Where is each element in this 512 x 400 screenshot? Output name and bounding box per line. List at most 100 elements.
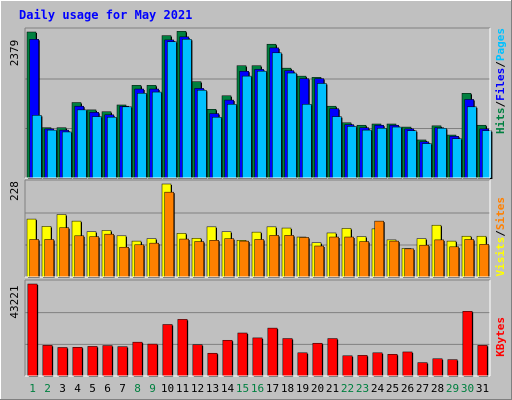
bar-sites-27 [419, 244, 429, 278]
y-max-label-kbytes: 43221 [8, 285, 21, 318]
kbytes-panel [24, 279, 491, 377]
bar-kbytes-8 [132, 341, 143, 377]
bar-kbytes-19 [297, 352, 308, 377]
bar-pages-10 [167, 41, 177, 179]
bar-kbytes-23 [357, 355, 368, 377]
x-tick-label-1: 1 [29, 382, 36, 395]
x-tick-label-16: 16 [251, 382, 264, 395]
bar-pages-27 [422, 143, 432, 179]
bar-pages-16 [257, 70, 267, 179]
x-tick-label-3: 3 [59, 382, 66, 395]
x-tick-label-12: 12 [191, 382, 204, 395]
legend-hits: Hits [494, 108, 507, 135]
bar-pages-14 [227, 104, 237, 179]
bar-sites-10 [164, 191, 174, 278]
bar-pages-25 [392, 126, 402, 179]
x-tick-label-24: 24 [371, 382, 385, 395]
bar-kbytes-27 [417, 362, 428, 377]
bar-kbytes-29 [447, 359, 458, 377]
bar-sites-19 [299, 237, 309, 278]
bar-pages-21 [332, 116, 342, 179]
bar-kbytes-9 [147, 343, 158, 377]
bar-pages-23 [362, 129, 372, 179]
bar-sites-5 [89, 236, 99, 278]
y-max-label-visits: 228 [8, 181, 21, 201]
bar-sites-13 [209, 240, 219, 278]
bar-pages-29 [452, 138, 462, 179]
bar-pages-12 [197, 89, 207, 179]
x-tick-label-10: 10 [161, 382, 174, 395]
bar-sites-28 [434, 239, 444, 278]
bar-sites-23 [359, 241, 369, 278]
bar-sites-20 [314, 245, 324, 278]
bar-sites-1 [29, 239, 39, 278]
x-tick-label-27: 27 [416, 382, 429, 395]
bar-sites-4 [74, 235, 84, 278]
bar-sites-25 [389, 240, 399, 278]
legend-visits: Visits [494, 237, 507, 277]
legend-bot: KBytes [494, 317, 507, 357]
bar-sites-11 [179, 238, 189, 278]
bar-sites-17 [269, 235, 279, 278]
bar-sites-16 [254, 239, 264, 278]
bar-sites-29 [449, 246, 459, 278]
bar-pages-3 [62, 131, 72, 179]
x-tick-label-13: 13 [206, 382, 219, 395]
bar-sites-31 [479, 244, 489, 278]
bar-sites-12 [194, 241, 204, 278]
bar-kbytes-20 [312, 342, 323, 377]
bar-sites-18 [284, 235, 294, 278]
x-tick-label-20: 20 [311, 382, 324, 395]
svg-text:Hits/Files/Pages: Hits/Files/Pages [494, 28, 507, 134]
bar-pages-18 [287, 72, 297, 179]
x-tick-label-19: 19 [296, 382, 309, 395]
x-tick-label-31: 31 [476, 382, 489, 395]
bar-sites-6 [104, 233, 114, 278]
bar-kbytes-10 [162, 324, 173, 377]
x-tick-label-26: 26 [401, 382, 414, 395]
x-tick-label-7: 7 [119, 382, 126, 395]
x-tick-label-11: 11 [176, 382, 189, 395]
bar-pages-2 [47, 129, 57, 179]
bar-pages-8 [137, 93, 147, 179]
bar-sites-8 [134, 244, 144, 278]
x-tick-label-29: 29 [446, 382, 459, 395]
x-tick-label-9: 9 [149, 382, 156, 395]
x-tick-label-15: 15 [236, 382, 249, 395]
legend-pages: Pages [494, 28, 507, 61]
bar-kbytes-14 [222, 339, 233, 377]
bar-pages-15 [242, 75, 252, 179]
x-tick-label-17: 17 [266, 382, 279, 395]
bar-sites-15 [239, 240, 249, 278]
bar-kbytes-11 [177, 319, 188, 377]
x-tick-label-14: 14 [221, 382, 235, 395]
x-tick-label-6: 6 [104, 382, 111, 395]
bar-kbytes-3 [57, 347, 68, 377]
bar-sites-14 [224, 238, 234, 278]
bar-sites-30 [464, 239, 474, 278]
x-tick-label-8: 8 [134, 382, 141, 395]
y-max-label-hits: 2379 [8, 40, 21, 67]
x-tick-label-28: 28 [431, 382, 444, 395]
x-tick-label-22: 22 [341, 382, 354, 395]
bar-pages-26 [407, 130, 417, 179]
bar-pages-7 [122, 106, 132, 179]
hits-files-pages-panel [24, 27, 493, 180]
bar-pages-24 [377, 128, 387, 179]
bar-kbytes-13 [207, 352, 218, 377]
bar-sites-3 [59, 227, 69, 278]
x-tick-label-21: 21 [326, 382, 339, 395]
bar-sites-21 [329, 236, 339, 278]
bar-pages-28 [437, 128, 447, 179]
bar-sites-9 [149, 242, 159, 278]
bar-pages-4 [77, 109, 87, 179]
chart-title: Daily usage for May 2021 [19, 8, 192, 22]
legend-top: Hits/Files/Pages [494, 28, 507, 134]
bar-pages-11 [182, 39, 192, 179]
svg-text:KBytes: KBytes [494, 317, 507, 357]
legend-mid: Visits/Sites [494, 197, 507, 277]
bar-kbytes-26 [402, 351, 413, 377]
bar-sites-24 [374, 220, 384, 278]
bar-kbytes-17 [267, 327, 278, 377]
